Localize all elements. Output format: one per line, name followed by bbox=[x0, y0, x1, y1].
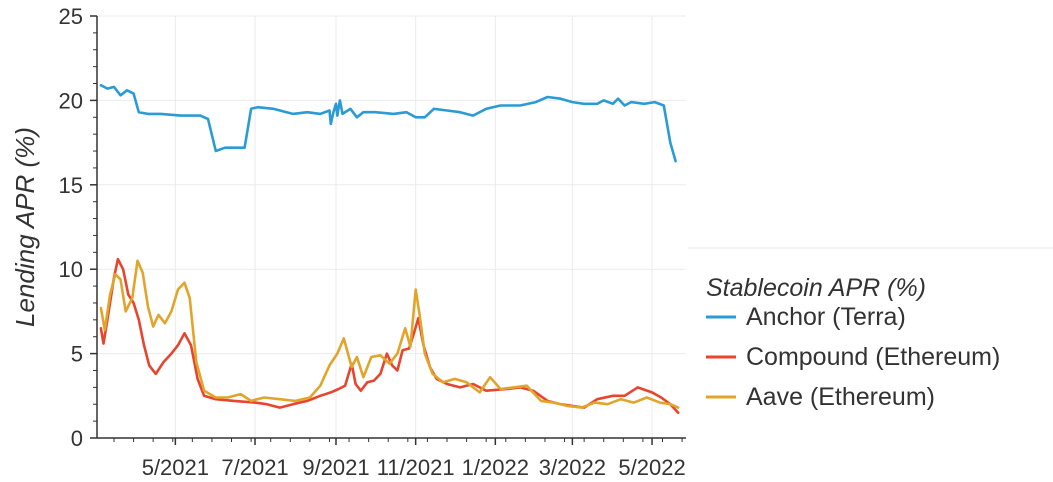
y-axis-ticks: 0 5 10 15 20 25 bbox=[59, 4, 97, 451]
x-axis-ticks: 5/2021 7/2021 9/2021 11/2021 1/2022 3/2022 5/2… bbox=[113, 438, 686, 480]
y-tick-label: 0 bbox=[71, 426, 83, 451]
plot-area bbox=[97, 16, 686, 438]
legend-label: Anchor (Terra) bbox=[746, 303, 906, 331]
legend-items: Anchor (Terra) Compound (Ethereum) Aave (E… bbox=[706, 303, 1000, 411]
x-tick-label: 9/2021 bbox=[302, 455, 369, 480]
y-axis-title: Lending APR (%) bbox=[10, 127, 40, 327]
series-line-aave-ethereum bbox=[99, 259, 680, 409]
legend-label: Aave (Ethereum) bbox=[746, 383, 935, 411]
x-tick-label: 5/2021 bbox=[142, 455, 209, 480]
series-lines bbox=[99, 83, 680, 414]
x-tick-label: 7/2021 bbox=[221, 455, 288, 480]
y-tick-label: 10 bbox=[59, 257, 83, 282]
series-line-anchor-terra bbox=[99, 83, 677, 163]
legend: Stablecoin APR (%) Anchor (Terra) Compoun… bbox=[688, 247, 1053, 411]
legend-label: Compound (Ethereum) bbox=[746, 343, 1000, 371]
axes bbox=[96, 16, 686, 439]
x-tick-label: 3/2022 bbox=[539, 455, 606, 480]
x-tick-label: 5/2022 bbox=[618, 455, 685, 480]
y-tick-label: 25 bbox=[59, 4, 83, 29]
y-tick-label: 5 bbox=[71, 342, 83, 367]
y-tick-label: 15 bbox=[59, 173, 83, 198]
x-tick-label: 11/2021 bbox=[377, 455, 455, 480]
y-tick-label: 20 bbox=[59, 88, 83, 113]
legend-title: Stablecoin APR (%) bbox=[706, 274, 926, 302]
x-tick-label: 1/2022 bbox=[462, 455, 529, 480]
